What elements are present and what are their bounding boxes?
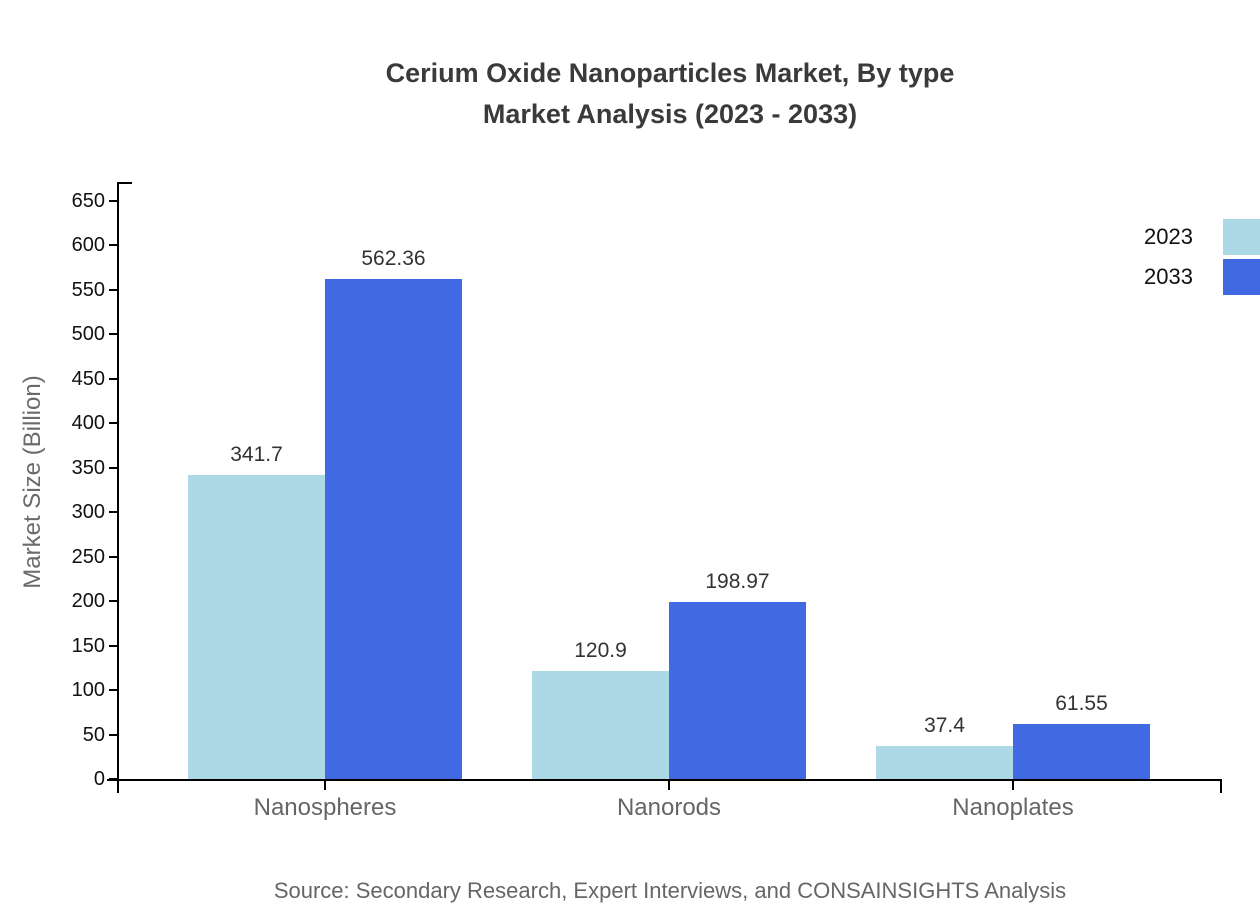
bar-2023-nanorods [532, 671, 669, 779]
bar-2033-nanoplates [1013, 724, 1150, 779]
y-tick-mark [109, 333, 118, 336]
y-tick-mark [109, 600, 118, 603]
bar-2033-nanospheres [325, 278, 462, 779]
x-tick-mark [324, 779, 326, 790]
bar-2023-nanospheres [188, 475, 325, 779]
y-tick-mark [109, 288, 118, 291]
y-tick-mark [109, 778, 118, 780]
y-tick-mark [109, 689, 118, 692]
bar-value-label: 341.7 [230, 443, 283, 467]
legend-swatch-2033 [1223, 259, 1260, 295]
chart-title-line1: Cerium Oxide Nanoparticles Market, By ty… [385, 58, 955, 88]
y-tick-label: 200 [71, 590, 105, 613]
x-tick-mark [668, 779, 670, 790]
y-axis-line [117, 182, 119, 793]
y-tick-label: 50 [82, 723, 105, 746]
y-tick-mark [109, 377, 118, 380]
y-tick-mark [109, 511, 118, 514]
y-tick-mark [109, 244, 118, 247]
y-axis-top-cap [117, 182, 132, 184]
y-tick-label: 300 [71, 501, 105, 524]
y-tick-label: 250 [71, 545, 105, 568]
category-label: Nanorods [616, 794, 722, 821]
y-tick-label: 650 [71, 190, 105, 212]
bar-2023-nanoplates [876, 745, 1013, 779]
y-tick-mark [109, 200, 118, 202]
bar-value-label: 562.36 [361, 246, 426, 270]
legend-row-2033: 2033 [1040, 257, 1260, 297]
category-label: Nanospheres [253, 794, 397, 821]
source-note: Source: Secondary Research, Expert Inter… [273, 878, 1067, 903]
x-tick-mark [1012, 779, 1014, 790]
y-tick-label: 350 [71, 456, 105, 479]
y-tick-mark [109, 644, 118, 647]
legend-swatch-2023 [1223, 219, 1260, 255]
chart-title-line2: Market Analysis (2023 - 2033) [482, 99, 858, 129]
y-tick-label: 450 [71, 367, 105, 390]
y-tick-mark [109, 466, 118, 469]
y-tick-mark [109, 555, 118, 558]
bar-2033-nanorods [669, 602, 806, 779]
y-tick-label: 400 [71, 412, 105, 435]
y-tick-label: 0 [93, 768, 105, 790]
legend-row-2023: 2023 [1040, 217, 1260, 257]
y-tick-label: 600 [71, 234, 105, 257]
legend-label-2023: 2023 [1144, 224, 1193, 249]
y-tick-label: 550 [71, 278, 105, 301]
y-tick-label: 500 [71, 323, 105, 346]
bar-value-label: 198.97 [705, 570, 770, 594]
bar-value-label: 37.4 [924, 713, 965, 737]
bar-value-label: 61.55 [1055, 692, 1108, 716]
category-label: Nanoplates [952, 794, 1074, 821]
legend-label-2033: 2033 [1144, 264, 1193, 289]
y-tick-mark [109, 422, 118, 425]
y-tick-mark [109, 733, 118, 736]
x-axis-right-cap [1220, 779, 1222, 793]
y-tick-label: 150 [71, 634, 105, 657]
bar-value-label: 120.9 [574, 639, 627, 663]
chart-title: Cerium Oxide Nanoparticles Market, By ty… [80, 53, 1260, 135]
x-axis-line [107, 779, 1222, 781]
legend: 2023 2033 [1040, 217, 1260, 297]
y-tick-label: 100 [71, 679, 105, 702]
